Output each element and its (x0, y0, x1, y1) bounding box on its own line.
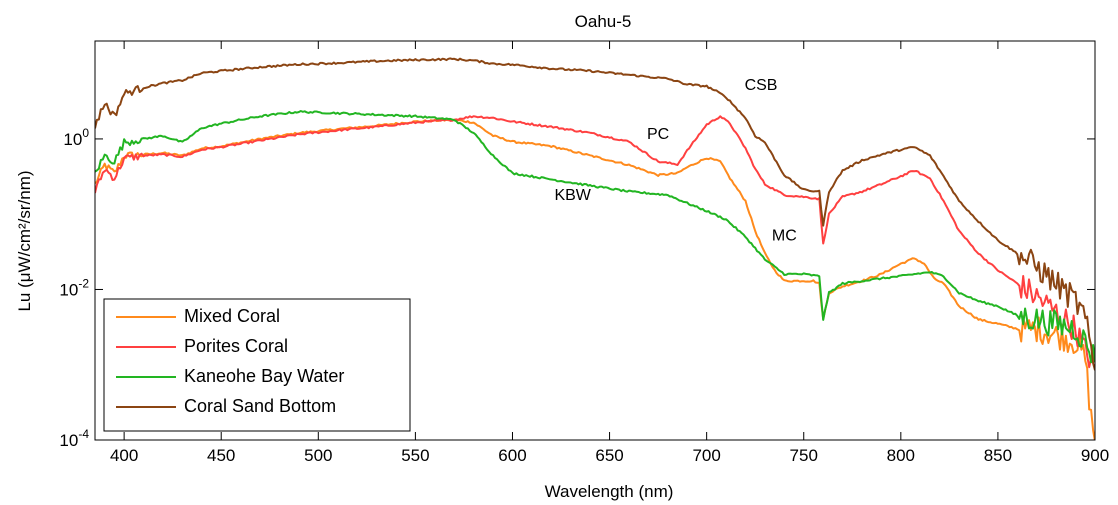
series-line-porites-coral (95, 115, 1095, 369)
annotation-mc: MC (772, 227, 797, 244)
x-tick-label: 850 (984, 446, 1012, 465)
y-axis-label: Lu (μW/cm²/sr/nm) (15, 170, 34, 311)
legend-label-coral-sand-bottom: Coral Sand Bottom (184, 396, 336, 416)
x-tick-label: 500 (304, 446, 332, 465)
annotation-pc: PC (647, 126, 669, 143)
x-tick-label: 900 (1081, 446, 1109, 465)
y-tick-label: 10-2 (59, 276, 89, 299)
plot-frame (94, 40, 1096, 441)
y-tick-label: 10-4 (59, 427, 89, 450)
x-tick-label: 450 (207, 446, 235, 465)
chart-title: Oahu-5 (575, 12, 632, 31)
series-line-mixed-coral (95, 118, 1095, 440)
legend-label-mixed-coral: Mixed Coral (184, 306, 280, 326)
legend: Mixed Coral Porites Coral Kaneohe Bay Wate… (103, 298, 411, 432)
axis-layer: 400 450 500 550 600 650 700 750 800 850 900 100 10-2… (59, 41, 1109, 465)
x-tick-label: 400 (110, 446, 138, 465)
legend-box (103, 298, 411, 432)
x-axis-label: Wavelength (nm) (545, 482, 674, 501)
annotation-layer: CSB PC KBW MC (554, 77, 796, 245)
x-tick-label: 550 (401, 446, 429, 465)
annotation-csb: CSB (745, 77, 778, 94)
x-tick-label: 700 (692, 446, 720, 465)
x-tick-label: 750 (790, 446, 818, 465)
x-tick-label: 800 (887, 446, 915, 465)
x-tick-label: 650 (595, 446, 623, 465)
annotation-kbw: KBW (554, 187, 591, 204)
series-line-coral-sand-bottom (95, 57, 1095, 371)
series-layer (95, 57, 1095, 440)
series-line-kaneohe-bay-water (95, 110, 1095, 364)
legend-label-porites-coral: Porites Coral (184, 336, 288, 356)
legend-label-kaneohe-bay-water: Kaneohe Bay Water (184, 366, 344, 386)
y-tick-label: 100 (63, 126, 89, 149)
x-tick-label: 600 (498, 446, 526, 465)
